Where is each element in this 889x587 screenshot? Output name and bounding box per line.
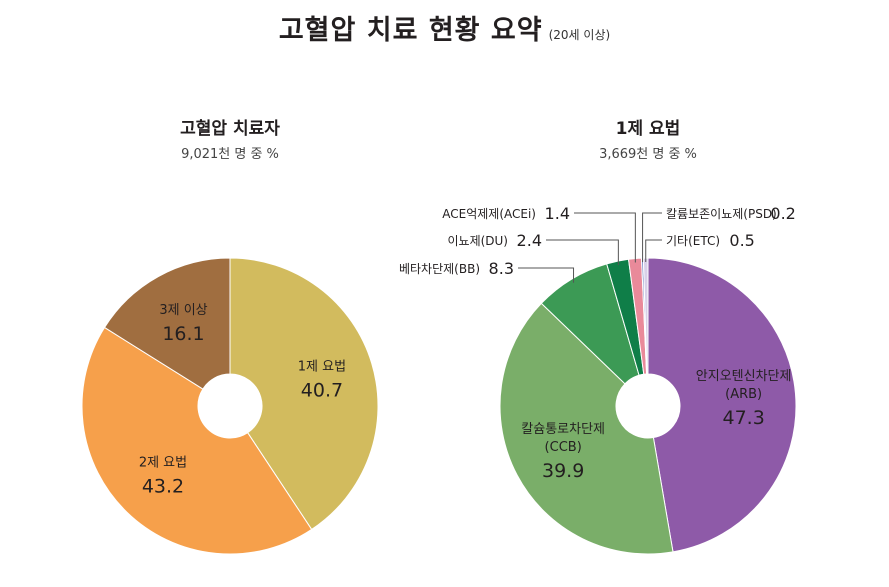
chart2-slice-value-0: 47.3: [722, 407, 764, 429]
chart1-title: 고혈압 치료자: [180, 119, 280, 139]
chart1-slice-2: [103, 257, 231, 390]
chart2-slice-label2-0: (ARB): [725, 387, 762, 402]
chart1-header: 고혈압 치료자 9,021천 명 중 %: [100, 114, 360, 162]
chart2-slice-value-5: 0.2: [770, 204, 795, 223]
chart2-slice-1: [499, 302, 674, 555]
chart2-slice-label-6: 기타(ETC): [666, 234, 720, 248]
chart2-slice-label-2: 베타차단제(BB): [399, 262, 480, 276]
chart1-slice-label-2: 3제 이상: [159, 303, 207, 318]
chart1-slice-label-1: 2제 요법: [139, 456, 187, 471]
chart2-leader-6: [645, 239, 662, 263]
chart1-slice-value-0: 40.7: [301, 379, 343, 401]
chart1-slice-value-1: 43.2: [142, 476, 184, 498]
chart2-leader-4: [574, 212, 636, 263]
chart2-slice-label-0: 안지오텐신차단제: [696, 369, 792, 384]
chart2-leader-3: [546, 239, 619, 266]
page-title-sub: (20세 이상): [548, 28, 611, 42]
chart2-slice-value-3: 2.4: [517, 231, 542, 250]
chart2-slice-value-2: 8.3: [489, 259, 514, 278]
chart2-title: 1제 요법: [615, 119, 681, 139]
page-title: 고혈압 치료 현황 요약 (20세 이상): [0, 8, 889, 47]
chart2-slice-6: [642, 257, 649, 375]
chart2-subtitle: 3,669천 명 중 %: [599, 147, 697, 162]
chart1-slice-value-2: 16.1: [162, 323, 204, 345]
chart2-header: 1제 요법 3,669천 명 중 %: [518, 114, 778, 162]
chart2-slice-value-6: 0.5: [729, 231, 754, 250]
chart2-slice-value-4: 1.4: [545, 204, 570, 223]
chart2-slice-label-5: 칼륨보존이뇨제(PSD): [666, 207, 777, 221]
chart2-slice-value-1: 39.9: [542, 460, 584, 482]
chart2-slice-label-3: 이뇨제(DU): [447, 234, 508, 248]
chart2-slice-label-1: 칼슘통로차단제: [521, 422, 605, 437]
chart2-slice-label2-1: (CCB): [545, 440, 582, 455]
chart1-subtitle: 9,021천 명 중 %: [181, 147, 279, 162]
chart1-slice-1: [81, 326, 313, 555]
chart1-slice-label-0: 1제 요법: [298, 359, 346, 374]
chart2-leader-5: [642, 212, 662, 263]
chart2-slice-label-4: ACE억제제(ACEi): [442, 207, 536, 221]
chart2-leader-2: [518, 267, 575, 283]
page-title-main: 고혈압 치료 현황 요약: [278, 15, 543, 46]
chart2-slice-0: [647, 257, 797, 553]
